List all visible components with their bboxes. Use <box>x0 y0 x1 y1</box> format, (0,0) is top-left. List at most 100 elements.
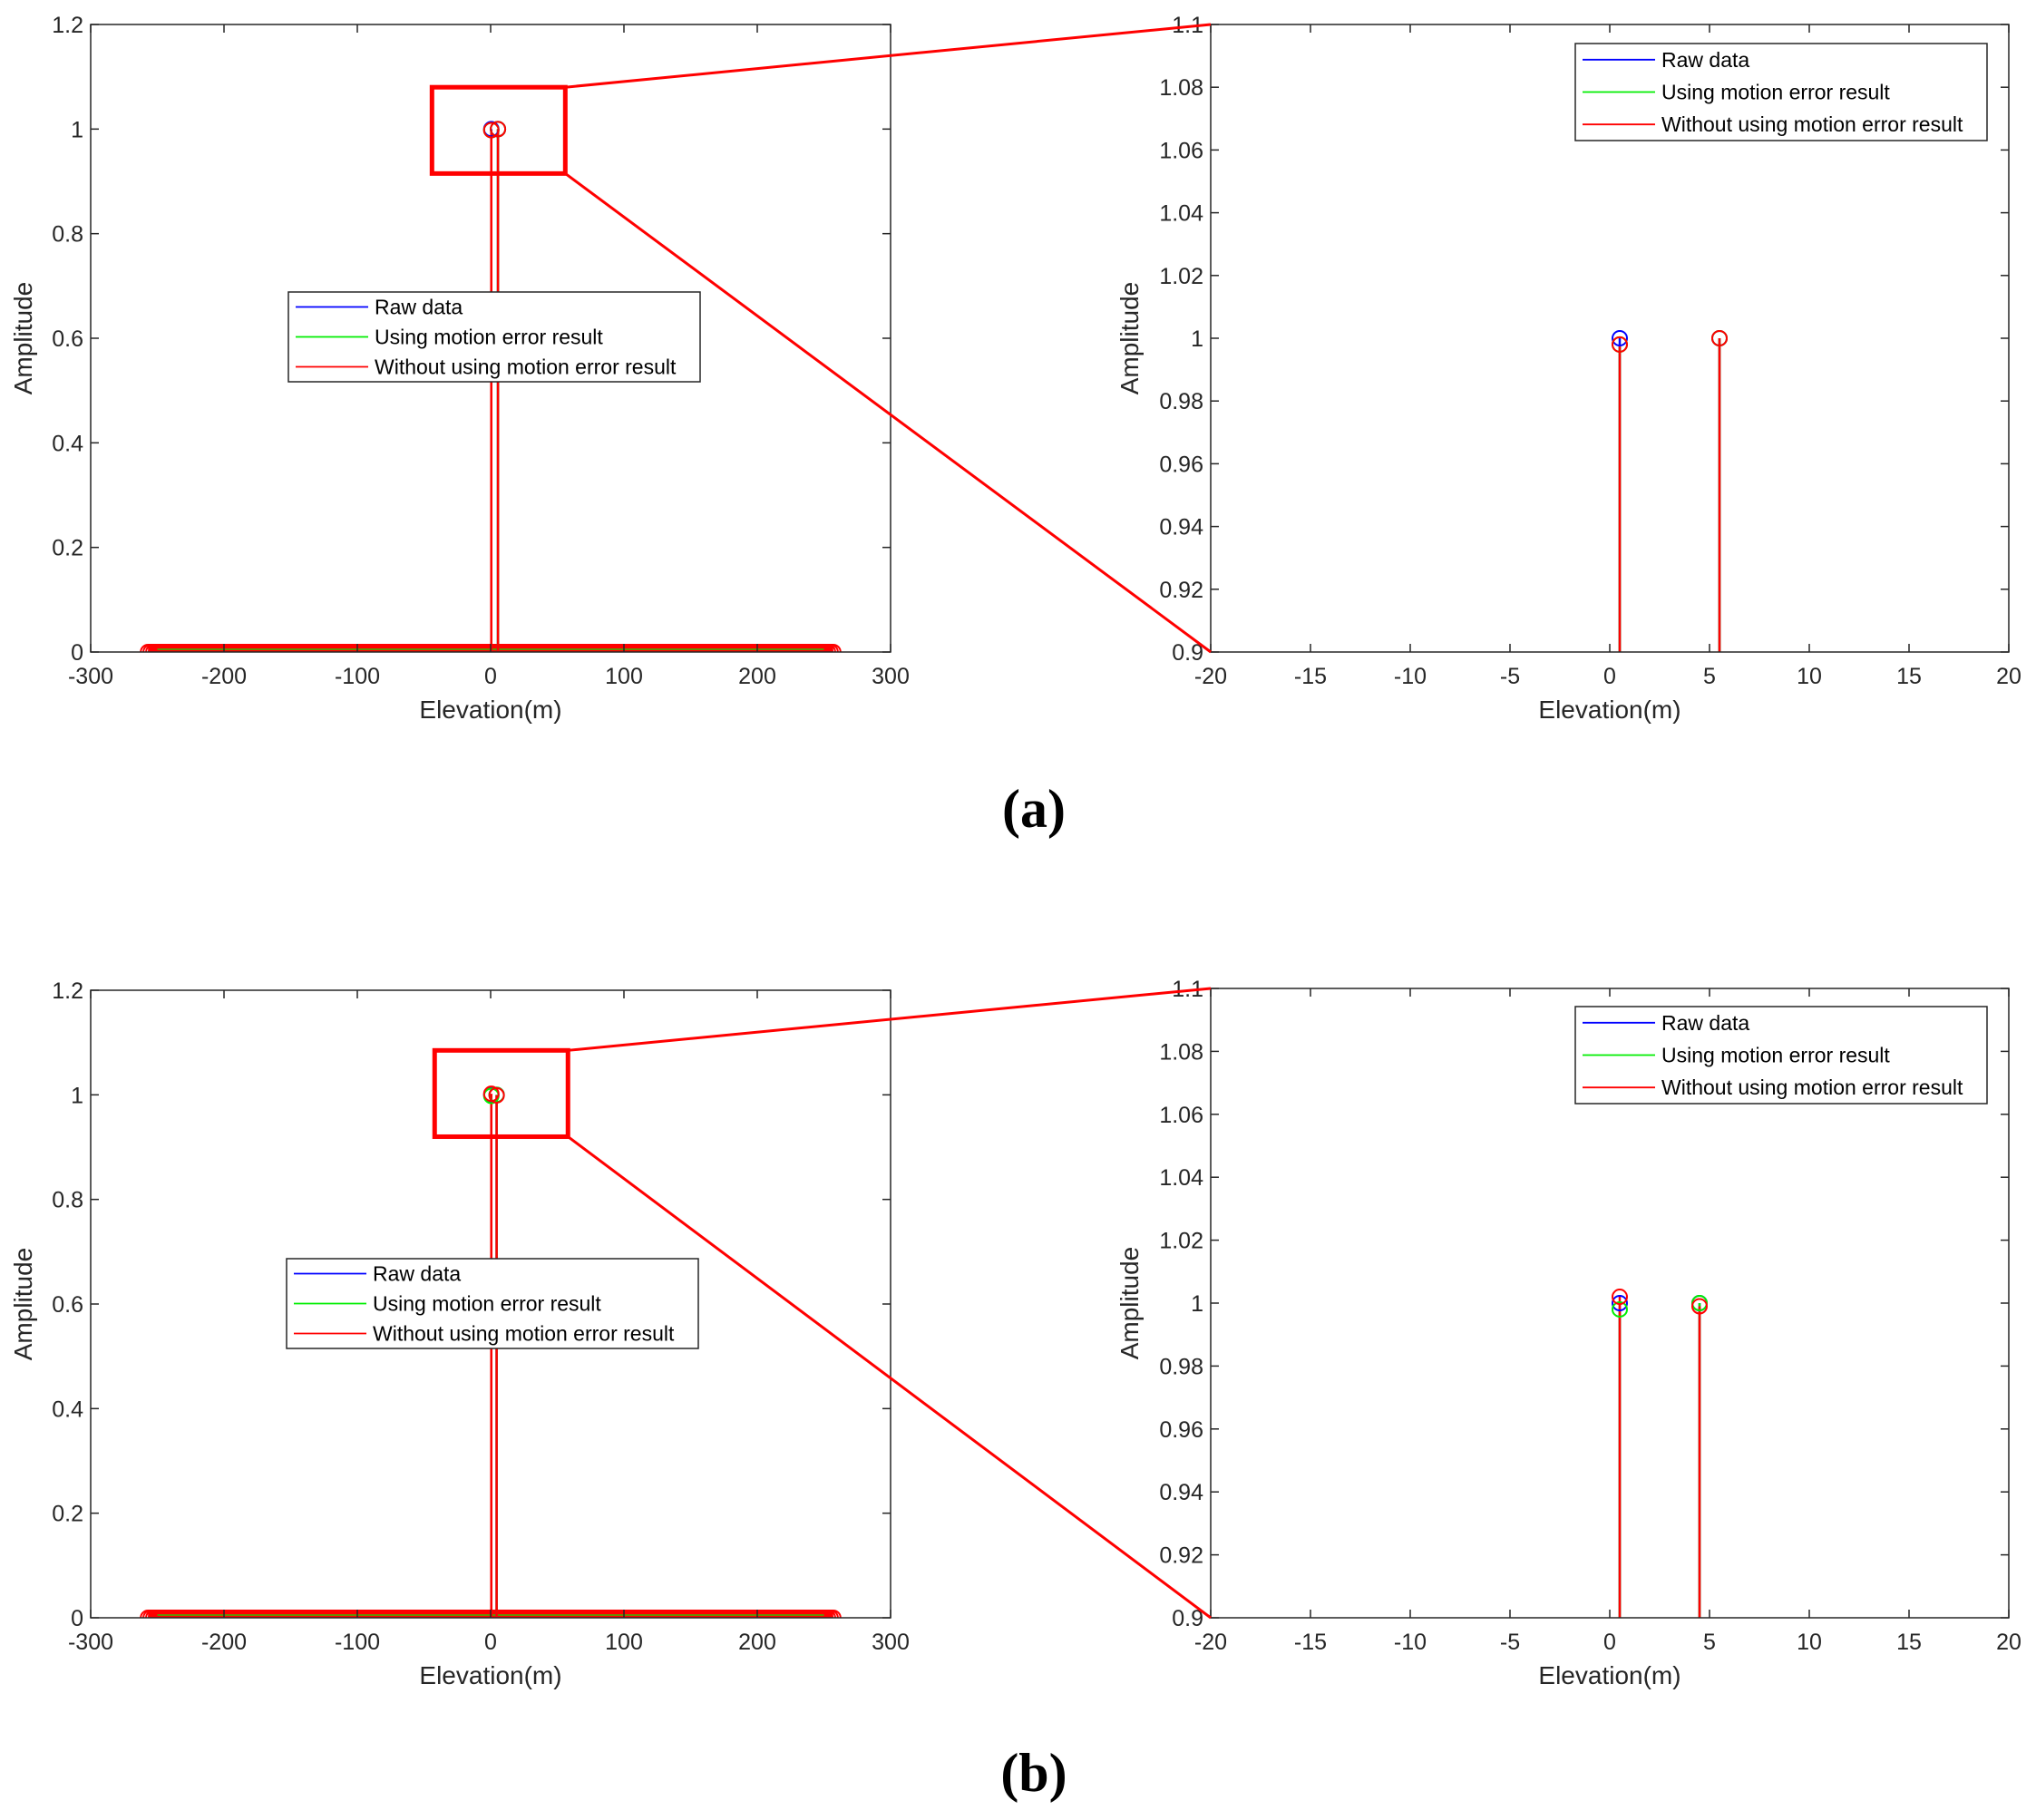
y-axis-label: Amplitude <box>9 282 37 395</box>
peak-marker-without <box>1612 1289 1628 1306</box>
zoom-box <box>432 1047 570 1139</box>
x-tick-label: -300 <box>68 664 113 689</box>
legend-entry: Without using motion error result <box>375 355 677 379</box>
zoom-connector-top <box>568 987 1212 1052</box>
y-tick-label: 1.06 <box>1159 1103 1203 1128</box>
y-tick-label: 1 <box>71 117 83 142</box>
plot-data <box>1612 330 1728 652</box>
legend-entry: Raw data <box>1661 48 1749 72</box>
x-tick-label: 5 <box>1703 664 1716 689</box>
y-tick-label: 0.2 <box>52 536 83 561</box>
peak-marker-raw <box>1612 330 1628 346</box>
peak-marker-without <box>490 121 507 138</box>
legend-entry: Using motion error result <box>1661 81 1890 104</box>
peak-marker-raw <box>1612 1295 1628 1311</box>
y-tick-label: 0.96 <box>1159 452 1203 477</box>
y-tick-label: 1.04 <box>1159 201 1203 227</box>
chart-a-full: -300 -200 -100 0 100 200 300 0 0.2 0.4 0.6 0.8 1 1.2 E… <box>9 13 910 724</box>
x-tick-label: -10 <box>1394 1630 1427 1655</box>
chart-b-full: -300 -200 -100 0 100 200 300 0 0.2 0.4 0.6 0.8 1 1.2 E… <box>9 978 910 1689</box>
legend-entry: Raw data <box>373 1262 461 1286</box>
panel-label-a: (a) <box>1002 779 1066 839</box>
y-tick-label: 1 <box>71 1083 83 1108</box>
baseline-marker <box>824 1610 842 1618</box>
x-axis-label: Elevation(m) <box>419 696 561 724</box>
legend-entry: Without using motion error result <box>373 1322 675 1346</box>
y-tick-label: 0.9 <box>1172 1606 1203 1631</box>
y-tick-label: 0.6 <box>52 1292 83 1318</box>
plot-data <box>1612 1289 1708 1618</box>
x-tick-label: 200 <box>738 1630 776 1655</box>
x-tick-label: -200 <box>201 1630 247 1655</box>
zoom-box <box>429 84 568 176</box>
y-tick-label: 0.98 <box>1159 389 1203 414</box>
y-tick-label: 1.06 <box>1159 138 1203 163</box>
x-axis-label: Elevation(m) <box>1538 696 1680 724</box>
y-axis-label: Amplitude <box>1115 282 1144 395</box>
y-tick-label: 1.08 <box>1159 75 1203 101</box>
x-tick-label: 5 <box>1703 1630 1716 1655</box>
legend-entry: Raw data <box>1661 1011 1749 1035</box>
y-tick-label: 1 <box>1191 1291 1203 1317</box>
x-tick-label: -200 <box>201 664 247 689</box>
legend-entry: Using motion error result <box>375 326 603 349</box>
peak-marker-without <box>1691 1298 1708 1315</box>
zoom-connector-bottom <box>567 1135 1212 1620</box>
x-tick-label: 15 <box>1896 664 1922 689</box>
zoom-connector-top <box>565 23 1212 89</box>
y-tick-label: 0.4 <box>52 431 83 456</box>
y-tick-label: 0 <box>71 640 83 666</box>
charts-layer: -300 -200 -100 0 100 200 30000.20.40.60.811.2E… <box>9 13 2021 1689</box>
baseline-marker <box>824 644 842 652</box>
y-tick-label: 0 <box>71 1606 83 1631</box>
y-tick-label: 1.04 <box>1159 1165 1203 1191</box>
y-tick-label: 0.8 <box>52 222 83 248</box>
legend: Raw data Using motion error result Without… <box>287 291 701 383</box>
y-tick-label: 1 <box>1191 326 1203 352</box>
y-axis-label: Amplitude <box>1115 1247 1144 1360</box>
panel-label-b: (b) <box>1000 1743 1067 1803</box>
y-tick-label: 0.2 <box>52 1502 83 1527</box>
peak-marker-without <box>482 122 500 139</box>
legend-entry: Using motion error result <box>373 1292 601 1316</box>
zoom-connector-bottom <box>564 172 1212 654</box>
x-axis-label: Elevation(m) <box>419 1661 561 1689</box>
legend-entry: Without using motion error result <box>1661 1075 1963 1099</box>
peak-marker-without <box>1612 336 1628 353</box>
y-tick-label: 1.02 <box>1159 264 1203 289</box>
x-tick-label: 0 <box>1603 664 1616 689</box>
x-tick-label: 200 <box>738 664 776 689</box>
x-tick-label: -20 <box>1194 1630 1227 1655</box>
x-tick-label: -100 <box>335 664 380 689</box>
peak-marker-without <box>1711 330 1728 346</box>
x-tick-label: 0 <box>484 1630 497 1655</box>
y-tick-label: 0.94 <box>1159 515 1203 540</box>
legend-entry: Raw data <box>375 296 463 319</box>
peak-marker-using <box>1612 1300 1628 1318</box>
y-tick-label: 0.96 <box>1159 1417 1203 1443</box>
legend: Raw data Using motion error result Without… <box>286 1258 699 1349</box>
plot-data <box>140 121 842 652</box>
zoom-connectors-layer <box>429 23 1212 1620</box>
peak-marker-without <box>488 1086 505 1104</box>
x-tick-label: 15 <box>1896 1630 1922 1655</box>
y-tick-label: 0.94 <box>1159 1480 1203 1505</box>
x-tick-label: 20 <box>1996 664 2021 689</box>
x-tick-label: 0 <box>484 664 497 689</box>
chart-b-zoom: -20 -15 -10 -5 0 5 10 15 20 0.9 0.92 0.94 0.96 0.98 1 1… <box>1115 977 2021 1689</box>
legend: Raw data Using motion error result Without… <box>1574 43 1988 141</box>
x-tick-label: -5 <box>1500 1630 1520 1655</box>
x-tick-label: -15 <box>1294 664 1327 689</box>
x-tick-label: 100 <box>605 1630 643 1655</box>
x-tick-label: 10 <box>1797 1630 1822 1655</box>
y-axis-label: Amplitude <box>9 1248 37 1361</box>
x-tick-label: -10 <box>1394 664 1427 689</box>
legend: Raw data Using motion error result Without… <box>1574 1006 1988 1105</box>
y-tick-label: 0.9 <box>1172 640 1203 666</box>
chart-a-zoom: -20 -15 -10 -5 0 5 10 15 20 0.9 0.92 0.94 0.96 0.98 1 1… <box>1115 13 2021 724</box>
y-tick-label: 1.2 <box>52 978 83 1004</box>
y-tick-label: 0.92 <box>1159 578 1203 603</box>
y-tick-label: 1.08 <box>1159 1039 1203 1065</box>
x-tick-label: 300 <box>872 1630 910 1655</box>
